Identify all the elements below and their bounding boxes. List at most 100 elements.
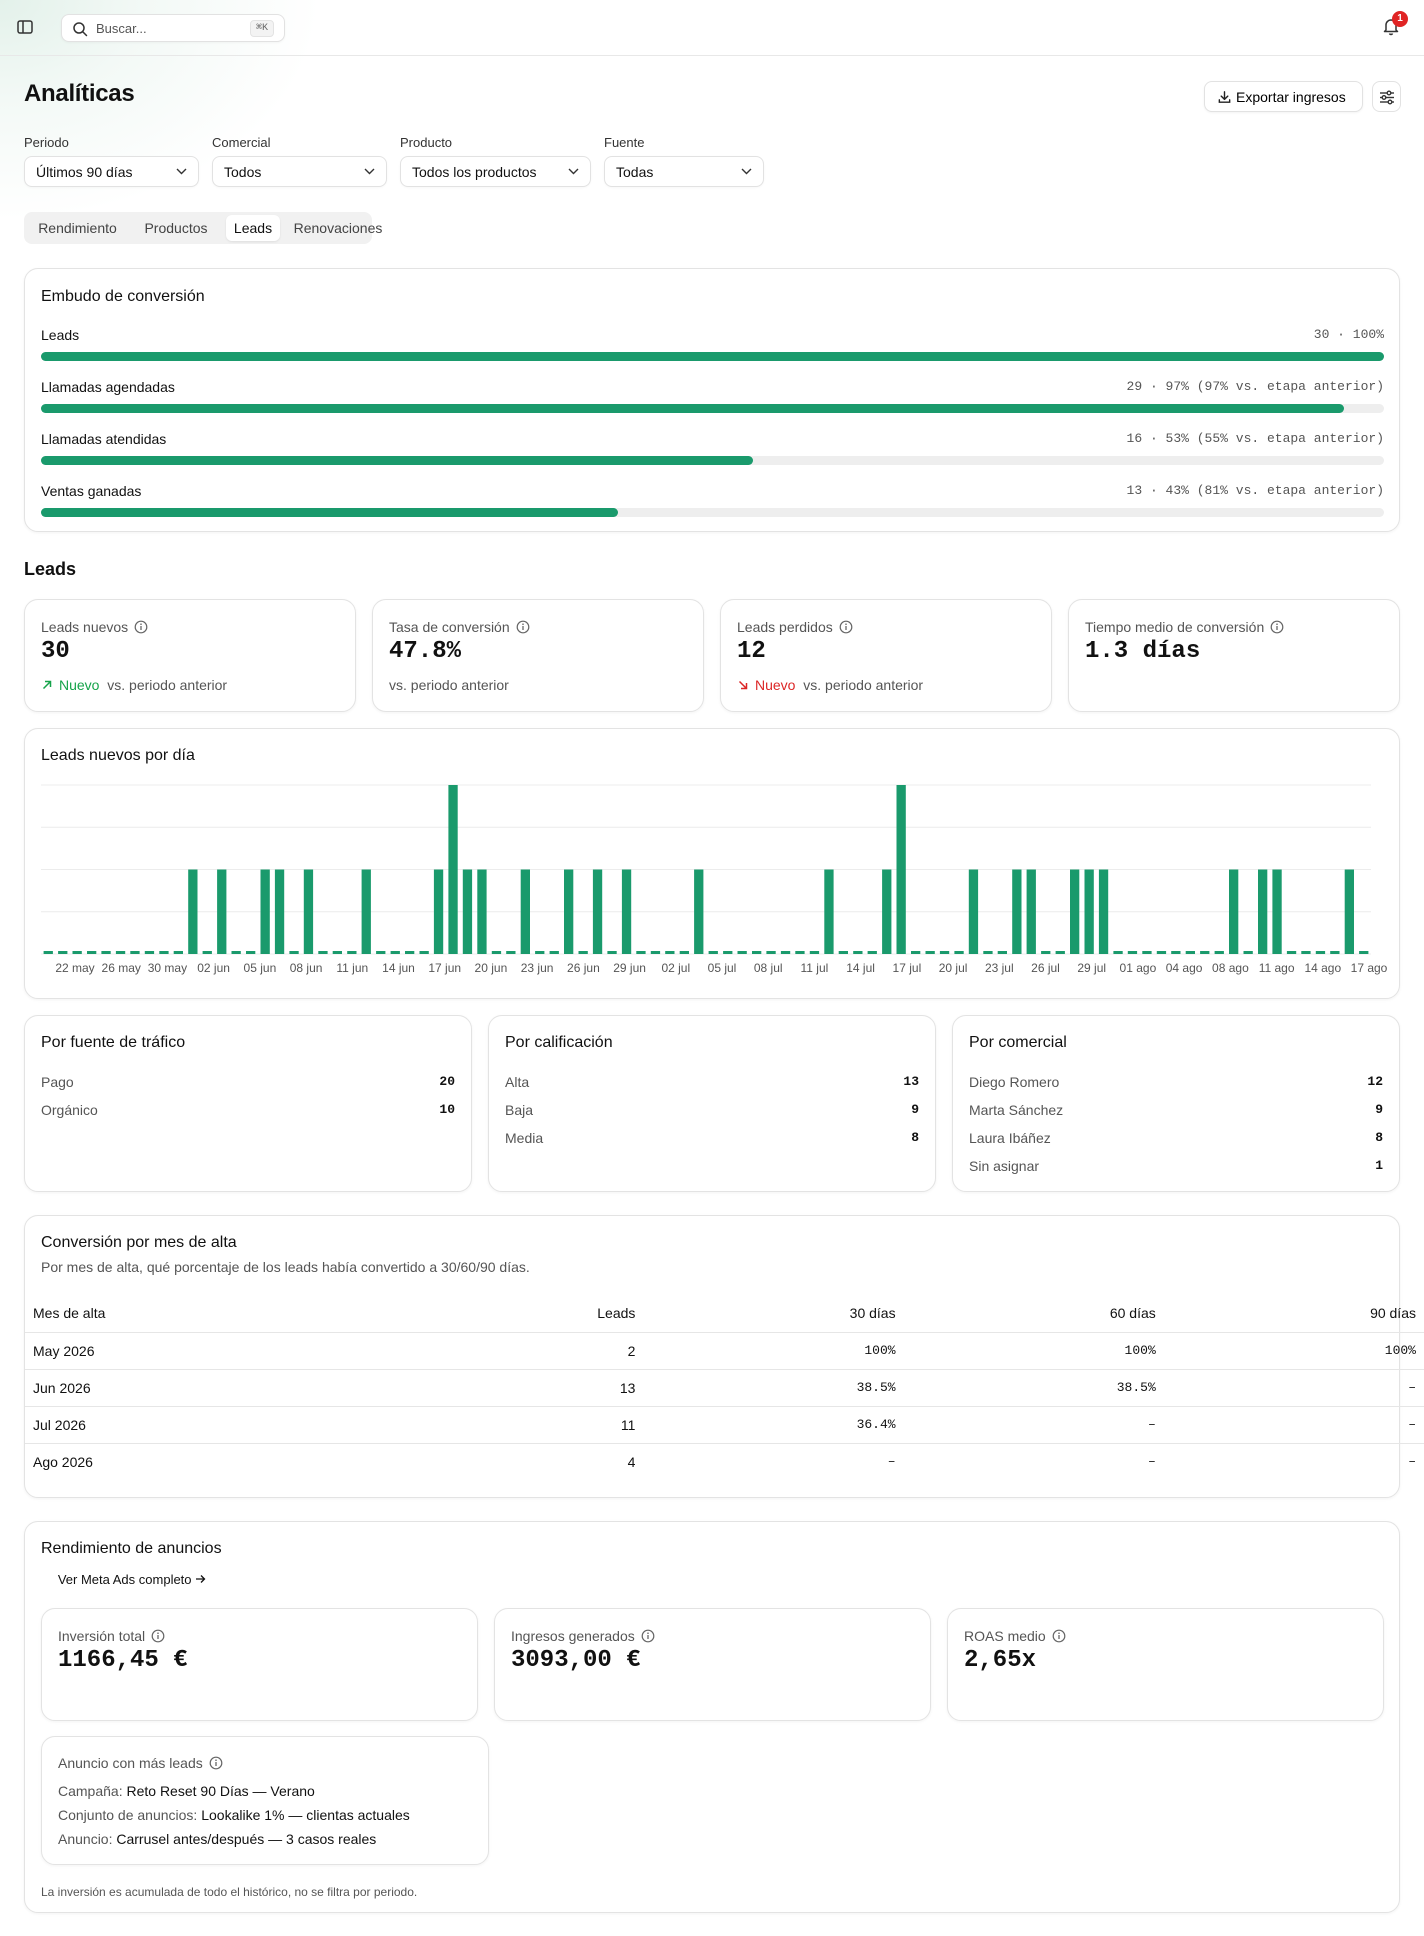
- chart-bar[interactable]: [723, 951, 733, 954]
- chart-bar[interactable]: [1084, 869, 1094, 955]
- chart-bar[interactable]: [1142, 951, 1152, 954]
- chart-bar[interactable]: [58, 951, 68, 954]
- chart-bar[interactable]: [1012, 869, 1022, 955]
- chart-bar[interactable]: [1156, 951, 1167, 954]
- chart-bar[interactable]: [419, 951, 429, 954]
- chart-bar[interactable]: [1200, 951, 1210, 954]
- chart-bar[interactable]: [780, 951, 791, 954]
- chart-bar[interactable]: [1301, 951, 1311, 954]
- chart-bar[interactable]: [390, 951, 400, 954]
- source-select[interactable]: Todas: [604, 156, 764, 187]
- tab-rendimiento[interactable]: Rendimiento: [38, 220, 117, 236]
- chart-bar[interactable]: [188, 869, 198, 955]
- chart-bar[interactable]: [867, 951, 877, 954]
- chart-bar[interactable]: [376, 951, 386, 954]
- chart-bar[interactable]: [752, 951, 762, 954]
- chart-bar[interactable]: [650, 951, 661, 954]
- chart-bar[interactable]: [636, 951, 646, 954]
- info-icon[interactable]: [839, 620, 853, 634]
- chart-bar[interactable]: [361, 869, 371, 955]
- chart-bar[interactable]: [115, 951, 126, 954]
- export-revenue-button[interactable]: Exportar ingresos: [1204, 81, 1363, 112]
- chart-bar[interactable]: [1286, 951, 1297, 954]
- chart-bar[interactable]: [592, 869, 603, 955]
- chart-bar[interactable]: [549, 951, 559, 954]
- tab-renovaciones[interactable]: Renovaciones: [293, 220, 383, 236]
- chart-bar[interactable]: [332, 951, 342, 954]
- chart-bar[interactable]: [621, 869, 632, 955]
- chart-bar[interactable]: [202, 951, 212, 954]
- chart-bar[interactable]: [911, 951, 921, 954]
- chart-bar[interactable]: [824, 869, 834, 955]
- chart-bar[interactable]: [578, 951, 588, 954]
- chart-bar[interactable]: [318, 951, 328, 954]
- chart-bar[interactable]: [303, 869, 314, 955]
- chart-bar[interactable]: [217, 869, 227, 955]
- info-icon[interactable]: [209, 1756, 223, 1770]
- product-select[interactable]: Todos los productos: [400, 156, 591, 187]
- chart-bar[interactable]: [1229, 869, 1239, 955]
- chart-bar[interactable]: [1344, 869, 1354, 955]
- info-icon[interactable]: [516, 620, 530, 634]
- chart-bar[interactable]: [853, 951, 863, 954]
- chart-bar[interactable]: [1243, 951, 1253, 954]
- chart-bar[interactable]: [101, 951, 111, 954]
- view-meta-ads-link[interactable]: Ver Meta Ads completo: [41, 1568, 212, 1594]
- chart-bar[interactable]: [1055, 951, 1065, 954]
- chart-bar[interactable]: [448, 785, 458, 954]
- chart-bar[interactable]: [159, 951, 169, 954]
- chart-bar[interactable]: [997, 951, 1007, 954]
- chart-bar[interactable]: [506, 951, 516, 954]
- chart-bar[interactable]: [1070, 869, 1080, 955]
- chart-bar[interactable]: [1185, 951, 1195, 954]
- chart-bar[interactable]: [477, 869, 487, 955]
- chart-bar[interactable]: [1359, 951, 1369, 954]
- chart-bar[interactable]: [246, 951, 256, 954]
- chart-bar[interactable]: [795, 951, 805, 954]
- chart-bar[interactable]: [87, 951, 97, 954]
- chart-bar[interactable]: [231, 951, 241, 954]
- search-input[interactable]: Buscar... ⌘K: [61, 14, 285, 42]
- chart-bar[interactable]: [491, 951, 502, 954]
- chart-bar[interactable]: [766, 951, 776, 954]
- chart-bar[interactable]: [983, 951, 993, 954]
- chart-bar[interactable]: [1041, 951, 1051, 954]
- chart-bar[interactable]: [144, 951, 155, 954]
- chart-bar[interactable]: [882, 869, 892, 955]
- chart-bar[interactable]: [708, 951, 718, 954]
- chart-bar[interactable]: [130, 951, 140, 954]
- tab-productos[interactable]: Productos: [144, 220, 208, 236]
- chart-bar[interactable]: [520, 869, 530, 955]
- salesperson-select[interactable]: Todos: [212, 156, 387, 187]
- chart-bar[interactable]: [564, 869, 574, 955]
- chart-bar[interactable]: [968, 869, 979, 955]
- chart-bar[interactable]: [433, 869, 444, 955]
- chart-bar[interactable]: [274, 869, 285, 955]
- chart-bar[interactable]: [1127, 951, 1138, 954]
- chart-bar[interactable]: [43, 951, 53, 954]
- chart-bar[interactable]: [896, 785, 906, 954]
- info-icon[interactable]: [641, 1629, 655, 1643]
- chart-bar[interactable]: [939, 951, 950, 954]
- chart-bar[interactable]: [1098, 869, 1109, 955]
- chart-bar[interactable]: [925, 951, 935, 954]
- chart-bar[interactable]: [260, 869, 270, 955]
- chart-bar[interactable]: [72, 951, 82, 954]
- chart-bar[interactable]: [462, 869, 473, 955]
- info-icon[interactable]: [1270, 620, 1284, 634]
- chart-bar[interactable]: [665, 951, 675, 954]
- chart-bar[interactable]: [173, 951, 183, 954]
- chart-bar[interactable]: [1315, 951, 1326, 954]
- chart-bar[interactable]: [607, 951, 617, 954]
- chart-bar[interactable]: [1171, 951, 1181, 954]
- chart-bar[interactable]: [535, 951, 545, 954]
- chart-bar[interactable]: [809, 951, 820, 954]
- chart-bar[interactable]: [838, 951, 848, 954]
- chart-bar[interactable]: [694, 869, 704, 955]
- chart-bar[interactable]: [1272, 869, 1282, 955]
- chart-bar[interactable]: [679, 951, 689, 954]
- chart-bar[interactable]: [954, 951, 964, 954]
- chart-bar[interactable]: [347, 951, 357, 954]
- sidebar-toggle-icon[interactable]: [16, 18, 36, 38]
- info-icon[interactable]: [134, 620, 148, 634]
